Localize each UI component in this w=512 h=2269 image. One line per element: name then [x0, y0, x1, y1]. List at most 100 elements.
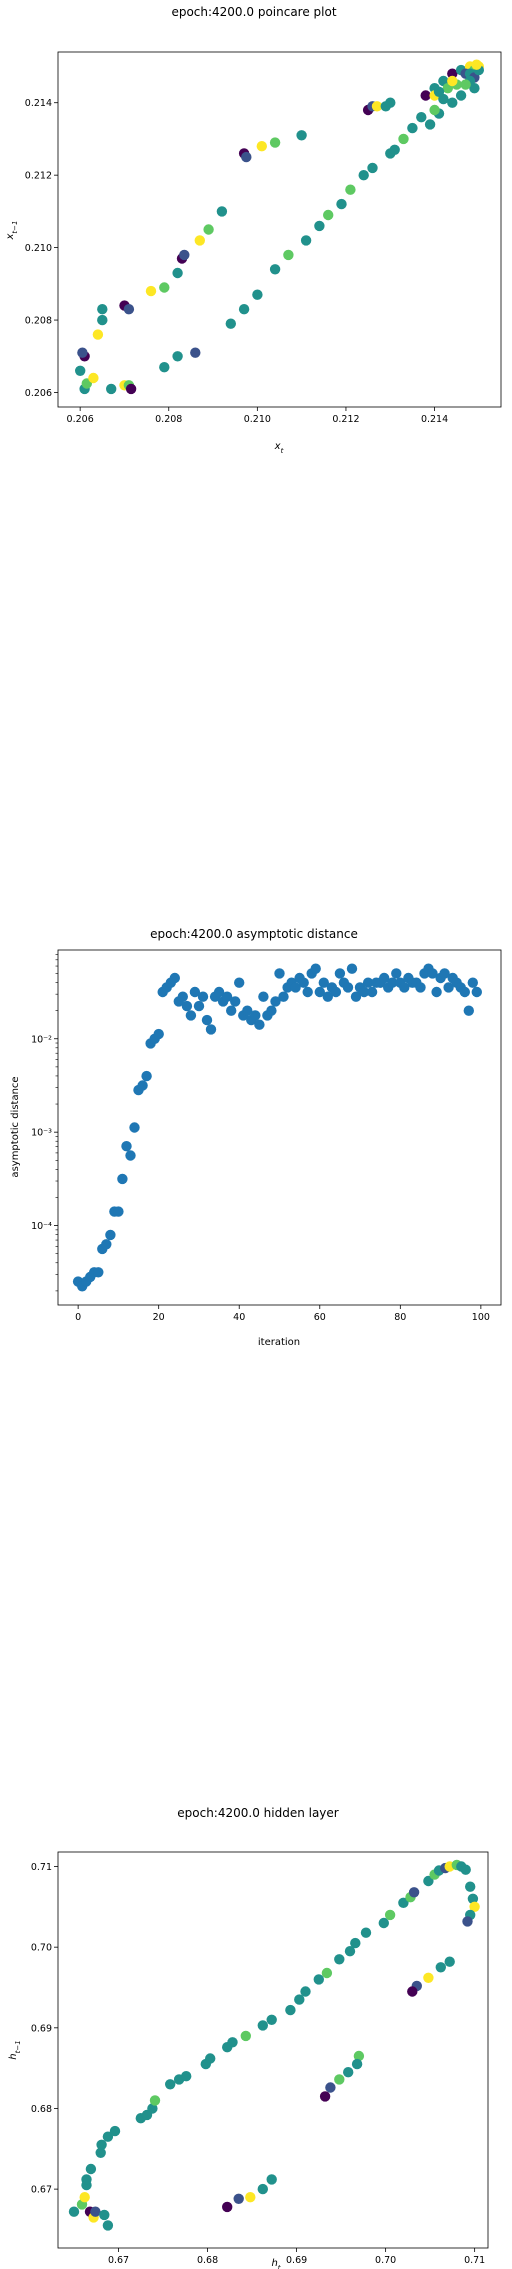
- y-tick-label: 10⁻³: [31, 1128, 52, 1139]
- x-tick-label: 0.208: [155, 414, 182, 425]
- data-point: [318, 977, 329, 988]
- data-point: [460, 79, 471, 90]
- data-point: [129, 1122, 140, 1133]
- y-tick-label: 0.212: [25, 171, 52, 182]
- data-point: [345, 184, 356, 195]
- data-point: [149, 2095, 161, 2106]
- data-point: [321, 1967, 333, 1979]
- data-point: [250, 1010, 261, 1021]
- data-point: [463, 1005, 474, 1016]
- hidden-chart-panel: epoch:4200.0 hidden layer 0.67 0.68 0.69 0.…: [0, 1800, 512, 2269]
- data-point: [169, 972, 180, 984]
- data-point: [325, 2082, 336, 2093]
- data-point: [81, 2174, 92, 2185]
- data-point: [256, 141, 267, 152]
- data-point: [123, 304, 135, 315]
- data-point: [93, 1267, 104, 1278]
- chart-title: epoch:4200.0 asymptotic distance: [150, 927, 358, 941]
- poincare-points: [75, 59, 484, 395]
- data-point: [471, 59, 482, 70]
- data-point: [221, 991, 233, 1002]
- data-point: [97, 314, 108, 326]
- x-axis-label: xt: [274, 441, 284, 455]
- data-point: [141, 1070, 152, 1082]
- x-axis-label: ht: [271, 2258, 280, 2269]
- x-tick-label: 0.67: [108, 2255, 129, 2266]
- data-point: [384, 1909, 396, 1921]
- data-point: [121, 1141, 132, 1152]
- data-point: [125, 383, 137, 395]
- data-point: [101, 1239, 112, 1250]
- data-point: [205, 1024, 217, 1035]
- y-tick-label: 0.214: [25, 98, 52, 109]
- data-point: [257, 2020, 268, 2031]
- distance-chart: epoch:4200.0 asymptotic distance 0 20 40 60…: [10, 927, 502, 1348]
- y-axis-label: ht−1: [8, 2040, 22, 2059]
- data-point: [252, 289, 263, 300]
- x-tick-label: 40: [233, 1312, 245, 1323]
- x-tick-label: 20: [153, 1312, 165, 1323]
- data-point: [360, 1927, 372, 1938]
- x-tick-label: 0.69: [286, 2255, 307, 2266]
- data-point: [310, 963, 321, 974]
- y-ticks: 10⁻⁴ 10⁻³ 10⁻²: [31, 954, 58, 1292]
- data-point: [300, 235, 312, 246]
- data-point: [407, 122, 418, 134]
- data-point: [278, 991, 289, 1002]
- plot-frame: [57, 1851, 489, 2249]
- x-tick-label: 0: [75, 1312, 81, 1323]
- data-point: [77, 347, 88, 358]
- data-point: [233, 2193, 244, 2204]
- data-point: [294, 1994, 305, 2005]
- data-point: [346, 963, 358, 974]
- data-point: [358, 986, 370, 998]
- data-point: [283, 249, 294, 261]
- poincare-chart: epoch:4200.0 poincare plot 0.206 0.208 0.2…: [5, 5, 502, 455]
- data-point: [79, 2192, 90, 2203]
- data-point: [334, 968, 346, 979]
- data-point: [285, 2004, 296, 2016]
- data-point: [254, 1019, 265, 1030]
- data-point: [189, 986, 201, 998]
- data-point: [336, 198, 347, 210]
- data-point: [245, 2192, 256, 2203]
- data-point: [302, 986, 313, 998]
- data-point: [420, 90, 431, 101]
- data-point: [330, 986, 342, 998]
- data-point: [439, 968, 450, 979]
- data-point: [227, 2037, 238, 2048]
- y-axis-label: xt−1: [5, 221, 19, 241]
- data-point: [159, 362, 170, 373]
- data-point: [465, 1881, 476, 1892]
- data-point: [185, 1010, 197, 1021]
- data-point: [194, 235, 205, 246]
- data-point: [109, 2125, 121, 2137]
- poincare-chart-panel: epoch:4200.0 poincare plot 0.206 0.208 0.2…: [0, 0, 512, 460]
- y-ticks: 0.67 0.68 0.69 0.70 0.71: [31, 1862, 58, 2196]
- data-point: [266, 2174, 277, 2185]
- data-point: [323, 209, 334, 221]
- plot-frame: [57, 949, 502, 1306]
- y-tick-label: 0.210: [25, 243, 52, 254]
- chart-title: epoch:4200.0 poincare plot: [171, 5, 336, 19]
- data-point: [471, 986, 482, 998]
- data-point: [172, 267, 183, 279]
- data-point: [444, 1956, 455, 1967]
- data-point: [238, 304, 250, 315]
- data-point: [389, 144, 400, 155]
- plot-frame: [57, 51, 502, 408]
- data-point: [88, 372, 99, 384]
- data-point: [99, 2209, 110, 2221]
- data-point: [407, 1986, 418, 1997]
- data-point: [68, 2206, 80, 2217]
- data-point: [105, 1229, 116, 1241]
- data-point: [408, 1887, 420, 1898]
- data-point: [266, 1005, 277, 1016]
- y-axis-label: asymptotic distance: [10, 1076, 21, 1177]
- data-point: [177, 991, 188, 1002]
- data-point: [96, 2139, 107, 2150]
- data-point: [350, 991, 362, 1002]
- chart-title: epoch:4200.0 hidden layer: [177, 1806, 339, 1820]
- x-ticks: 0.67 0.68 0.69 0.70 0.71: [108, 2248, 485, 2266]
- data-point: [300, 1986, 311, 1997]
